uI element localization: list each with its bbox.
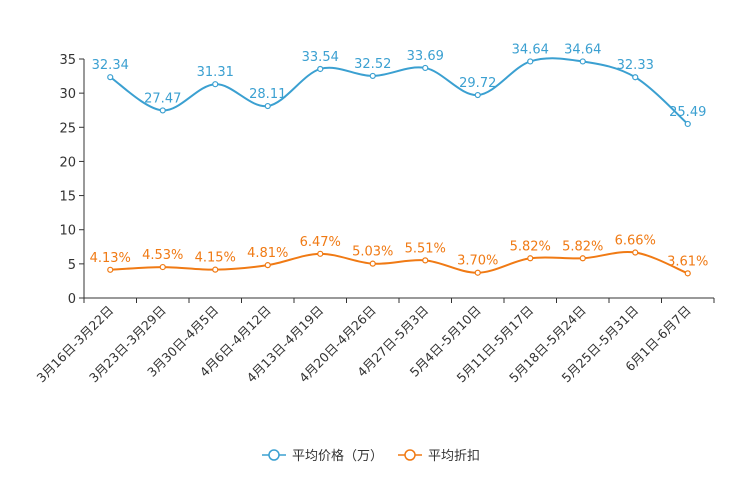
data-label: 4.81%	[247, 246, 288, 261]
y-tick-label: 35	[59, 53, 76, 68]
data-point[interactable]	[474, 91, 481, 99]
data-point[interactable]	[369, 260, 376, 267]
data-label: 34.64	[564, 42, 601, 57]
data-label: 4.15%	[195, 251, 236, 266]
data-label: 27.47	[144, 91, 181, 106]
data-point[interactable]	[159, 263, 166, 271]
data-label: 28.11	[249, 87, 286, 102]
data-label: 3.70%	[457, 254, 498, 269]
data-point[interactable]	[369, 72, 376, 80]
data-label: 32.52	[354, 57, 391, 72]
y-tick-label: 0	[68, 292, 76, 307]
data-point[interactable]	[212, 266, 219, 273]
y-tick-label: 30	[59, 87, 76, 102]
data-point[interactable]	[264, 102, 271, 110]
y-tick-label: 10	[59, 224, 76, 239]
y-tick-label: 15	[59, 190, 76, 205]
data-label: 29.72	[459, 76, 496, 91]
data-point[interactable]	[264, 262, 271, 269]
y-tick-label: 20	[59, 155, 76, 170]
data-point[interactable]	[107, 74, 114, 81]
data-point[interactable]	[579, 255, 586, 262]
series-line-0	[109, 57, 689, 125]
data-point[interactable]	[422, 64, 429, 72]
data-label: 5.82%	[510, 239, 551, 254]
legend-label: 平均价格（万）	[292, 448, 383, 464]
legend-circle-marker	[404, 449, 416, 461]
data-label: 34.64	[512, 42, 549, 57]
data-point[interactable]	[422, 257, 429, 264]
data-label: 32.33	[617, 58, 654, 73]
series-line-1	[110, 251, 689, 275]
data-point[interactable]	[474, 269, 481, 276]
legend-circle-marker	[268, 449, 280, 461]
data-point[interactable]	[317, 250, 324, 257]
data-label: 31.31	[197, 65, 234, 80]
data-label: 33.69	[407, 49, 444, 64]
data-point[interactable]	[579, 58, 586, 65]
data-label: 25.49	[669, 105, 706, 120]
data-label: 6.66%	[615, 234, 656, 249]
data-point[interactable]	[159, 107, 166, 114]
data-point[interactable]	[317, 65, 324, 73]
data-label: 4.13%	[90, 251, 131, 266]
data-label: 33.54	[302, 50, 339, 65]
data-point[interactable]	[527, 255, 534, 262]
data-label: 4.53%	[142, 248, 183, 263]
legend-label: 平均折扣	[428, 449, 480, 464]
data-point[interactable]	[632, 249, 639, 256]
data-point[interactable]	[632, 74, 639, 81]
data-point[interactable]	[684, 120, 691, 128]
data-label: 5.51%	[405, 241, 446, 256]
legend-item-1[interactable]: 平均折扣	[398, 449, 480, 464]
data-labels: 32.34 27.47 31.31 28.11 33.54 32.52 33.69 29.72…	[90, 42, 709, 269]
data-label: 32.34	[92, 58, 129, 73]
y-tick-label: 5	[68, 258, 76, 273]
y-tick-label: 25	[59, 121, 76, 136]
legend[interactable]: 平均价格（万） 平均折扣	[262, 448, 480, 464]
data-label: 5.03%	[352, 245, 393, 260]
data-label: 5.82%	[562, 239, 603, 254]
data-point[interactable]	[527, 58, 534, 65]
series-layer	[107, 57, 691, 277]
data-point[interactable]	[212, 81, 219, 88]
data-point[interactable]	[684, 270, 691, 277]
legend-item-0[interactable]: 平均价格（万）	[262, 448, 383, 464]
data-label: 6.47%	[300, 235, 341, 250]
data-point[interactable]	[107, 266, 114, 273]
axes: 051015202530353月16日-3月22日3月23日-3月29日3月30…	[33, 53, 715, 385]
data-label: 3.61%	[667, 254, 708, 269]
